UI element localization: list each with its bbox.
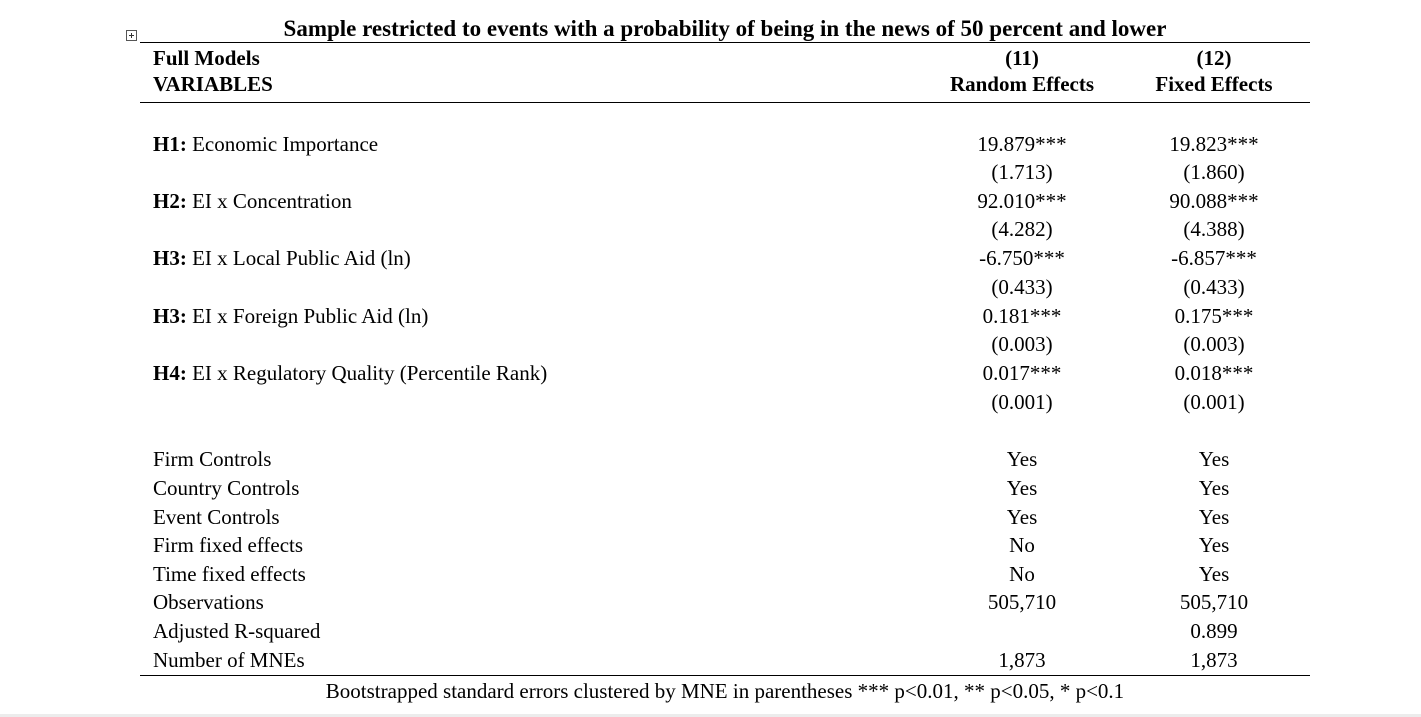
- coefficient: 0.175***: [1174, 304, 1254, 328]
- cell-value: Yes: [1198, 505, 1230, 529]
- row-label: H2: EI x Concentration: [153, 189, 352, 213]
- row-label: Firm Controls: [153, 447, 272, 471]
- coefficient: 0.181***: [982, 304, 1062, 328]
- row-label: H1: Economic Importance: [153, 132, 379, 156]
- expand-icon[interactable]: [126, 30, 137, 41]
- standard-error: (0.001): [1183, 390, 1245, 414]
- column-2-number: (12): [1196, 46, 1232, 70]
- cell-value: Yes: [1198, 562, 1230, 586]
- cell-value: No: [1009, 533, 1035, 557]
- cell-value: 1,873: [1190, 648, 1238, 672]
- bottom-rule: [140, 675, 1310, 676]
- row-label: Time fixed effects: [153, 562, 306, 586]
- cell-value: Yes: [1006, 476, 1038, 500]
- coefficient: -6.750***: [979, 246, 1065, 270]
- cell-value: Yes: [1198, 476, 1230, 500]
- table-note: Bootstrapped standard errors clustered b…: [325, 679, 1125, 703]
- coefficient: 92.010***: [977, 189, 1067, 213]
- standard-error: (0.001): [991, 390, 1053, 414]
- coefficient: 90.088***: [1169, 189, 1259, 213]
- standard-error: (0.433): [1183, 275, 1245, 299]
- coefficient: 19.823***: [1169, 132, 1259, 156]
- row-label: Event Controls: [153, 505, 280, 529]
- column-1-name: Random Effects: [949, 72, 1095, 96]
- cell-value: 505,710: [1179, 590, 1249, 614]
- standard-error: (4.388): [1183, 217, 1245, 241]
- standard-error: (0.003): [991, 332, 1053, 356]
- header-full-models: Full Models: [153, 46, 260, 70]
- coefficient: 0.017***: [982, 361, 1062, 385]
- coefficient: -6.857***: [1171, 246, 1257, 270]
- header-variables: VARIABLES: [153, 72, 273, 96]
- cell-value: Yes: [1198, 533, 1230, 557]
- column-1-number: (11): [1005, 46, 1039, 70]
- standard-error: (4.282): [991, 217, 1053, 241]
- cell-value: 1,873: [998, 648, 1046, 672]
- row-label: Firm fixed effects: [153, 533, 304, 557]
- standard-error: (0.003): [1183, 332, 1245, 356]
- title-rule: [140, 42, 1310, 43]
- standard-error: (1.860): [1183, 160, 1245, 184]
- cell-value: Yes: [1198, 447, 1230, 471]
- row-label: Adjusted R-squared: [153, 619, 321, 643]
- row-label: H4: EI x Regulatory Quality (Percentile …: [153, 361, 548, 385]
- row-label: H3: EI x Local Public Aid (ln): [153, 246, 411, 270]
- cell-value: 0.899: [1190, 619, 1238, 643]
- window-bottom-edge: [0, 714, 1421, 717]
- cell-value: Yes: [1006, 447, 1038, 471]
- coefficient: 19.879***: [977, 132, 1067, 156]
- cell-value: No: [1009, 562, 1035, 586]
- cell-value: 505,710: [987, 590, 1057, 614]
- cell-value: Yes: [1006, 505, 1038, 529]
- row-label: Observations: [153, 590, 264, 614]
- row-label: H3: EI x Foreign Public Aid (ln): [153, 304, 429, 328]
- header-rule: [140, 102, 1310, 103]
- standard-error: (1.713): [991, 160, 1053, 184]
- row-label: Country Controls: [153, 476, 300, 500]
- standard-error: (0.433): [991, 275, 1053, 299]
- table-title: Sample restricted to events with a proba…: [283, 16, 1167, 41]
- row-label: Number of MNEs: [153, 648, 305, 672]
- column-2-name: Fixed Effects: [1155, 72, 1273, 96]
- coefficient: 0.018***: [1174, 361, 1254, 385]
